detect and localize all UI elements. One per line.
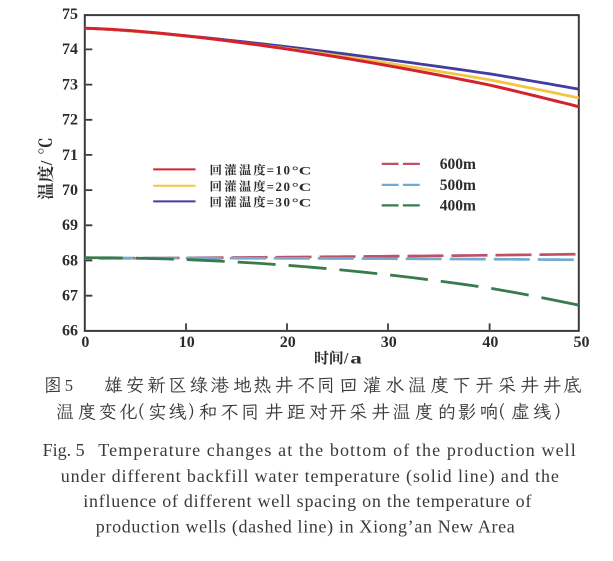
svg-text:68: 68: [62, 252, 78, 269]
svg-text:influence of different well sp: influence of different well spacing on t…: [83, 491, 531, 511]
svg-text:71: 71: [62, 147, 78, 164]
svg-text:72: 72: [62, 112, 78, 129]
svg-text:°C: °C: [292, 197, 312, 210]
svg-text:=30: =30: [267, 195, 292, 210]
svg-text:500m: 500m: [440, 177, 476, 194]
svg-text:400m: 400m: [440, 198, 476, 215]
svg-text:66: 66: [62, 323, 78, 340]
svg-text:30: 30: [381, 334, 397, 351]
svg-text:=20: =20: [267, 179, 292, 194]
svg-text:5: 5: [65, 376, 73, 395]
svg-text:a: a: [350, 350, 362, 367]
svg-text:50: 50: [574, 334, 590, 351]
svg-text:under different backfill water: under different backfill water temperatu…: [61, 466, 559, 487]
svg-text:10: 10: [179, 334, 195, 351]
svg-text:73: 73: [62, 76, 78, 93]
svg-text:40: 40: [482, 334, 498, 351]
svg-text:20: 20: [280, 334, 296, 351]
svg-text:/: /: [343, 350, 349, 367]
svg-text:70: 70: [62, 182, 78, 199]
svg-text:75: 75: [62, 6, 78, 23]
svg-text:production wells (dashed line): production wells (dashed line) in Xiong’…: [96, 516, 515, 537]
svg-text:Temperature changes at the bot: Temperature changes at the bottom of the…: [98, 440, 576, 460]
svg-text:/: /: [37, 160, 56, 166]
svg-text:°C: °C: [292, 165, 312, 178]
svg-text:=10: =10: [267, 163, 292, 178]
svg-text:74: 74: [62, 41, 78, 58]
svg-text:69: 69: [62, 217, 78, 234]
svg-text:600m: 600m: [440, 156, 476, 173]
svg-text:Fig. 5: Fig. 5: [43, 440, 85, 460]
svg-text:°C: °C: [292, 181, 312, 194]
svg-text:0: 0: [81, 334, 89, 351]
svg-text:67: 67: [62, 288, 78, 305]
